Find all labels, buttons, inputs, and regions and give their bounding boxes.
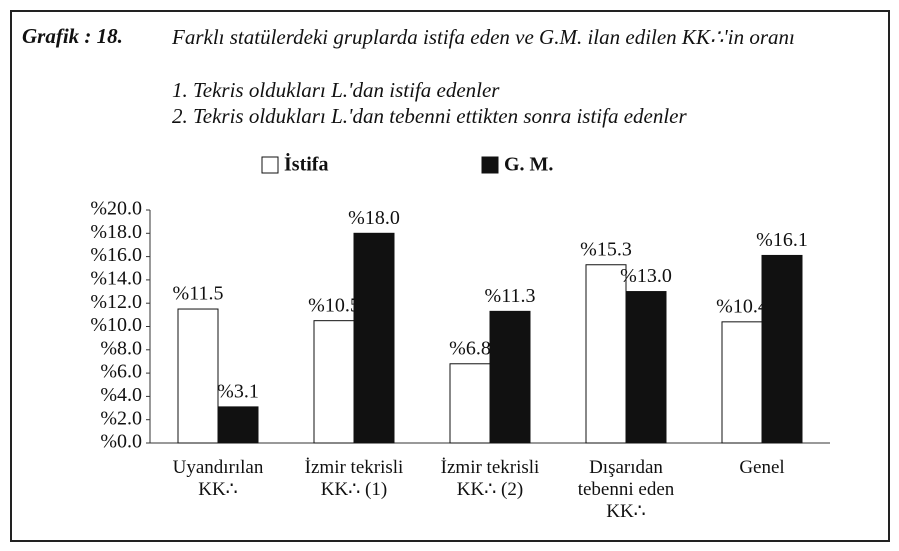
legend-label: İstifa (284, 152, 328, 176)
note: 2. Tekris oldukları L.'dan tebenni ettik… (172, 104, 687, 128)
bar (449, 363, 491, 444)
value-label: %10.5 (308, 294, 360, 316)
chart-title: Farklı statülerdeki gruplarda istifa ede… (172, 25, 795, 49)
bar (177, 308, 219, 444)
value-label: %6.8 (449, 337, 491, 359)
value-label: %15.3 (580, 238, 632, 260)
y-tick-label: %4.0 (100, 384, 142, 406)
value-label: %3.1 (217, 380, 259, 402)
bar (721, 321, 763, 444)
legend-label: G. M. (504, 154, 553, 176)
bar (217, 406, 259, 444)
value-label: %16.1 (756, 229, 808, 251)
legend-swatch (261, 156, 279, 174)
value-label: %18.0 (348, 207, 400, 229)
chart-label: Grafik : 18. (22, 24, 123, 48)
legend-swatch (481, 156, 499, 174)
y-tick-label: %2.0 (100, 407, 142, 429)
value-label: %11.5 (173, 283, 224, 305)
bar (761, 254, 803, 444)
x-tick-label: İzmir tekrisli KK∴ (1) (304, 457, 404, 500)
frame (10, 10, 890, 542)
y-tick-label: %16.0 (90, 244, 142, 266)
bar (353, 232, 395, 444)
y-tick-label: %12.0 (90, 291, 142, 313)
y-tick-label: %0.0 (100, 431, 142, 453)
y-tick-label: %8.0 (100, 337, 142, 359)
bar (489, 310, 531, 444)
y-tick-label: %6.0 (100, 361, 142, 383)
y-tick-label: %10.0 (90, 314, 142, 336)
bar (313, 320, 355, 444)
x-tick-label: Dışarıdan tebenni eden KK∴ (577, 457, 675, 522)
value-label: %11.3 (485, 285, 536, 307)
y-tick-label: %20.0 (90, 198, 142, 220)
x-tick-label: Genel (739, 457, 785, 478)
bar (625, 291, 667, 444)
y-tick-label: %18.0 (90, 221, 142, 243)
value-label: %13.0 (620, 265, 672, 287)
value-label: %10.4 (716, 295, 768, 317)
y-tick-label: %14.0 (90, 267, 142, 289)
x-tick-label: İzmir tekrisli KK∴ (2) (440, 457, 540, 500)
bar (585, 264, 627, 444)
note: 1. Tekris oldukları L.'dan istifa edenle… (172, 78, 500, 102)
x-tick-label: Uyandırılan KK∴ (172, 457, 264, 500)
